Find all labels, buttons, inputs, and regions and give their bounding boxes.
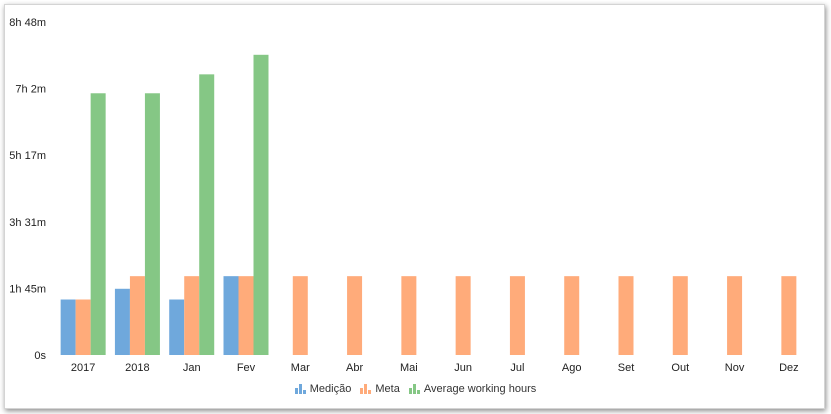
y-tick-label: 7h 2m <box>15 84 46 96</box>
bar-average-working-hours-jan <box>199 74 215 355</box>
y-tick-label: 0s <box>34 350 46 362</box>
bar-medi-o-2017 <box>60 299 76 355</box>
x-tick-label: 2017 <box>71 362 95 374</box>
x-tick-label: Set <box>618 362 635 374</box>
bar-meta-jan <box>184 276 200 355</box>
bar-meta-jun <box>455 276 471 355</box>
bar-meta-dez <box>781 276 797 355</box>
x-tick-label: 2018 <box>125 362 149 374</box>
bar-average-working-hours-2017 <box>90 93 106 356</box>
y-tick-label: 8h 48m <box>9 17 46 29</box>
bar-chart-icon <box>408 384 420 394</box>
bar-meta-abr <box>347 276 363 355</box>
x-tick-label: Nov <box>725 362 745 374</box>
legend-item-meta[interactable]: Meta <box>360 383 400 395</box>
x-tick-label: Jul <box>510 362 524 374</box>
x-tick-label: Dez <box>779 362 799 374</box>
y-tick-label: 5h 17m <box>9 150 46 162</box>
bar-meta-jul <box>509 276 525 355</box>
legend-label-medicao: Medição <box>309 383 352 395</box>
bar-medi-o-jan <box>169 299 185 355</box>
x-tick-label: Out <box>671 362 689 374</box>
legend-item-average-working-hours[interactable]: Average working hours <box>408 383 537 395</box>
x-tick-label: Jan <box>183 362 201 374</box>
x-tick-label: Abr <box>346 362 363 374</box>
bar-meta-ago <box>564 276 580 355</box>
bar-meta-mai <box>401 276 417 355</box>
x-tick-label: Ago <box>562 362 582 374</box>
bar-meta-nov <box>727 276 743 355</box>
x-tick-label: Jun <box>454 362 472 374</box>
bar-medi-o-fev <box>223 276 239 355</box>
bar-meta-2017 <box>75 299 91 355</box>
x-tick-label: Fev <box>237 362 256 374</box>
legend-item-medicao[interactable]: Medição <box>294 383 352 395</box>
bar-meta-fev <box>238 276 254 355</box>
bar-average-working-hours-fev <box>253 54 269 355</box>
bar-average-working-hours-2018 <box>144 93 160 356</box>
legend-label-meta: Meta <box>375 383 400 395</box>
bar-meta-set <box>618 276 634 355</box>
x-tick-label: Mai <box>400 362 418 374</box>
legend-label-average-working-hours: Average working hours <box>423 383 537 395</box>
legend: Medição Meta Average working hours <box>0 383 831 397</box>
y-tick-label: 1h 45m <box>9 283 46 295</box>
bar-meta-mar <box>292 276 308 355</box>
bar-meta-out <box>672 276 688 355</box>
bar-chart-icon <box>294 384 306 394</box>
x-tick-label: Mar <box>291 362 310 374</box>
bar-medi-o-2018 <box>114 288 130 355</box>
bar-meta-2018 <box>129 276 145 355</box>
y-tick-label: 3h 31m <box>9 217 46 229</box>
bar-chart-icon <box>360 384 372 394</box>
